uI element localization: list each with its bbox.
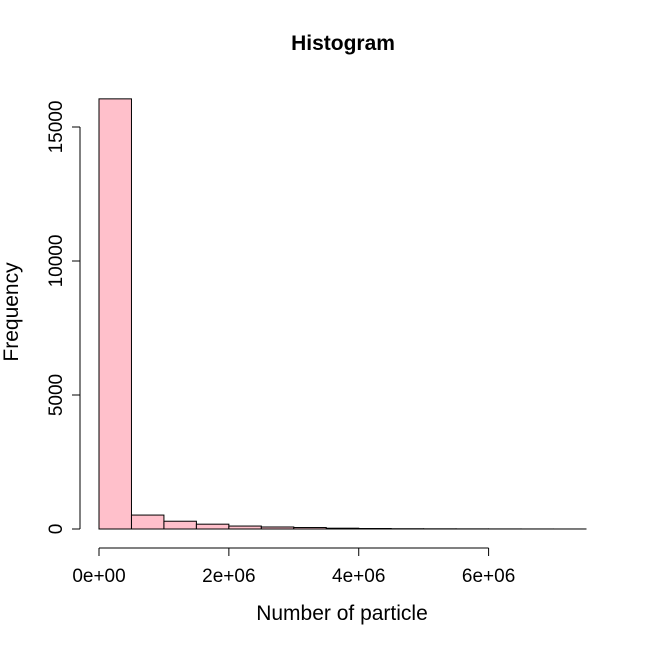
x-tick-label-2: 4e+06: [332, 566, 385, 587]
histogram-bar-3: [195, 523, 230, 530]
y-axis-label: Frequency: [0, 262, 23, 362]
x-tick-label-0: 0e+00: [72, 566, 125, 587]
histogram-bar-7: [325, 527, 360, 530]
histogram-bar-5: [260, 526, 295, 530]
y-tick-label-3: 15000: [46, 101, 67, 154]
y-tick-label-0: 0: [46, 524, 67, 535]
y-axis: 0 5000 10000 15000: [46, 101, 81, 535]
bars-group: [98, 98, 587, 530]
histogram-bar-6: [293, 527, 327, 530]
histogram-bar-2: [163, 520, 197, 530]
histogram-bar-1: [130, 514, 165, 530]
y-tick-label-1: 5000: [46, 374, 67, 416]
x-axis: 0e+00 2e+06 4e+06 6e+06: [72, 547, 515, 587]
histogram-bar-0: [98, 98, 132, 530]
y-tick-label-2: 10000: [46, 235, 67, 288]
chart-title: Histogram: [291, 32, 395, 55]
x-tick-label-1: 2e+06: [202, 566, 255, 587]
x-axis-label: Number of particle: [256, 602, 428, 625]
histogram-bar-4: [228, 525, 262, 530]
x-tick-label-3: 6e+06: [462, 566, 515, 587]
